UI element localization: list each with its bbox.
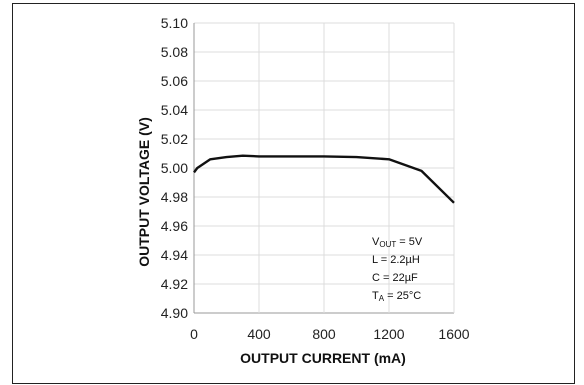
y-tick-label: 4.96 — [161, 218, 188, 234]
annotation-vout: VOUT = 5V — [372, 236, 423, 249]
y-tick-labels: 4.90 4.92 4.94 4.96 4.98 5.00 5.02 5.04 5.06 5.08… — [161, 15, 188, 321]
y-tick-label: 4.92 — [161, 276, 188, 292]
x-tick-label: 1200 — [373, 326, 404, 342]
output-voltage-chart: 4.90 4.92 4.94 4.96 4.98 5.00 5.02 5.04 5.06 5.08… — [136, 15, 470, 366]
annotation-inductance: L = 2.2µH — [372, 254, 420, 266]
annotation-capacitance: C = 22µF — [372, 272, 418, 284]
x-tick-labels: 0 400 800 1200 1600 — [190, 326, 470, 342]
y-tick-label: 5.08 — [161, 44, 188, 60]
conditions-annotation: VOUT = 5V L = 2.2µH C = 22µF TA = 25°C — [372, 236, 423, 303]
grid — [193, 22, 455, 314]
annotation-temperature: TA = 25°C — [372, 290, 421, 303]
y-tick-label: 4.90 — [161, 305, 188, 321]
y-tick-label: 4.98 — [161, 189, 188, 205]
x-tick-label: 0 — [190, 326, 198, 342]
y-tick-label: 5.06 — [161, 73, 188, 89]
series-line — [193, 154, 455, 204]
x-tick-label: 400 — [247, 326, 271, 342]
x-tick-label: 800 — [312, 326, 336, 342]
y-tick-label: 4.94 — [161, 247, 188, 263]
y-tick-label: 5.00 — [161, 160, 188, 176]
y-tick-label: 5.04 — [161, 102, 188, 118]
y-tick-label: 5.10 — [161, 15, 188, 31]
chart-frame: 4.90 4.92 4.94 4.96 4.98 5.00 5.02 5.04 5.06 5.08… — [12, 3, 575, 384]
x-tick-label: 1600 — [438, 326, 469, 342]
y-axis-title: OUTPUT VOLTAGE (V) — [136, 117, 152, 267]
x-axis-title: OUTPUT CURRENT (mA) — [240, 350, 406, 366]
y-tick-label: 5.02 — [161, 131, 188, 147]
